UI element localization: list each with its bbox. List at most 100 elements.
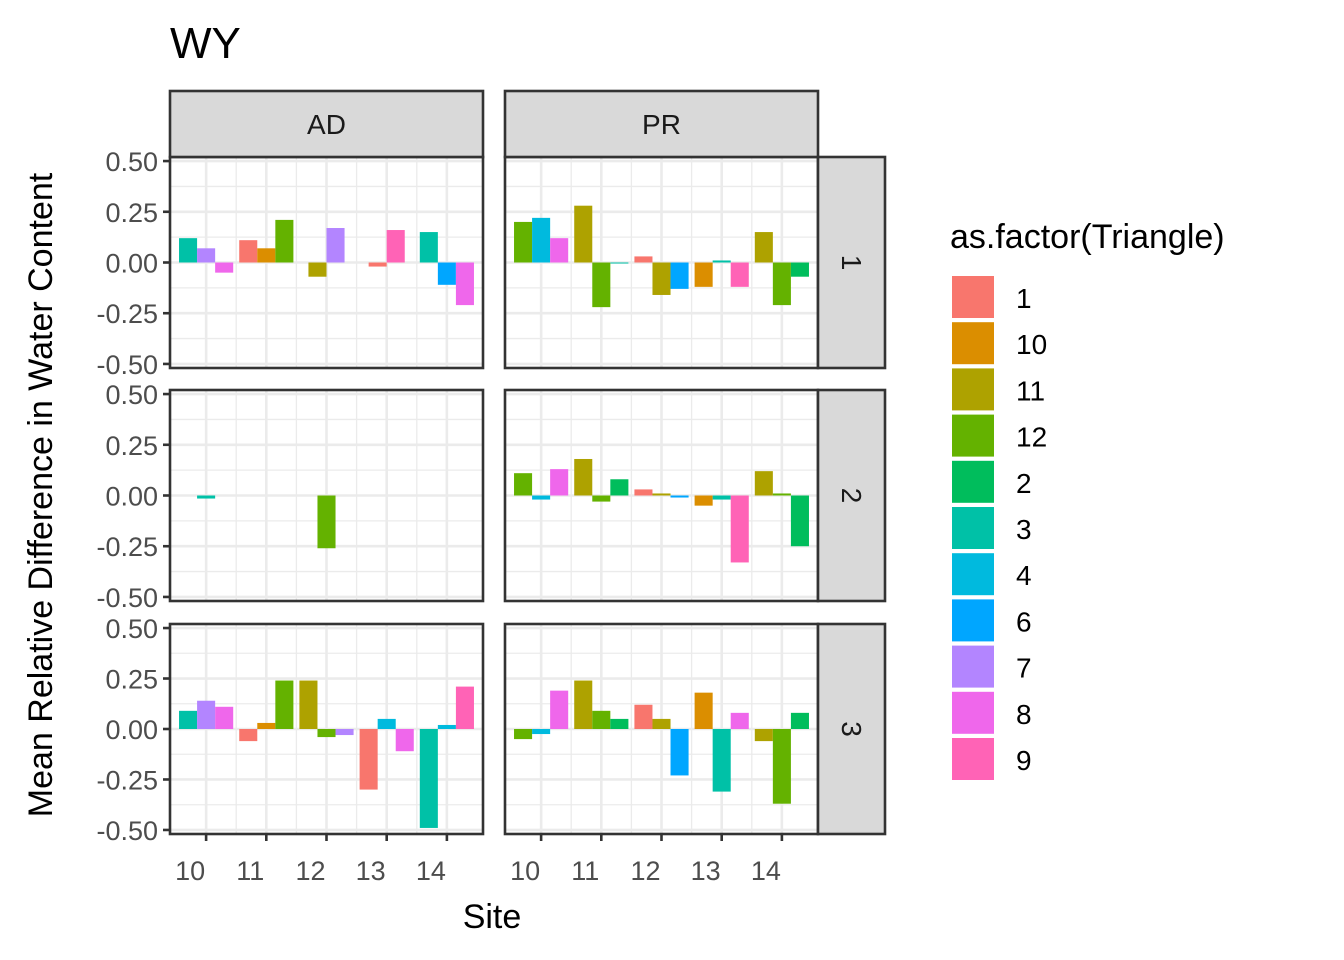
bar-site-10-triangle-12 xyxy=(514,221,533,263)
bar-site-12-triangle-11 xyxy=(299,680,318,729)
bar-site-14-triangle-9 xyxy=(455,686,474,729)
bar-site-14-triangle-11 xyxy=(754,232,773,263)
bar-site-11-triangle-12 xyxy=(592,495,611,502)
x-tick-label: 12 xyxy=(630,856,660,886)
bar-site-13-triangle-3 xyxy=(712,729,731,792)
x-tick-label: 13 xyxy=(356,856,386,886)
bar-site-11-triangle-10 xyxy=(257,248,276,263)
y-tick-label: -0.25 xyxy=(96,532,158,562)
legend-title: as.factor(Triangle) xyxy=(950,218,1225,256)
bar-site-13-triangle-8 xyxy=(395,729,414,752)
bar-site-13-triangle-8 xyxy=(730,712,749,729)
bar-site-12-triangle-12 xyxy=(317,729,336,738)
legend-label: 8 xyxy=(1016,699,1032,730)
x-tick-label: 11 xyxy=(236,856,264,886)
facet-strip-AD xyxy=(168,89,485,159)
bar-site-12-triangle-6 xyxy=(670,495,689,498)
bar-site-10-triangle-3 xyxy=(197,495,216,499)
bar-site-14-triangle-12 xyxy=(772,729,791,804)
facet-strip-label: 2 xyxy=(836,488,867,504)
chart-title: WY xyxy=(170,19,241,68)
legend-label: 1 xyxy=(1016,283,1032,314)
y-tick-label: 0.00 xyxy=(105,249,158,279)
x-tick-label: 14 xyxy=(416,856,446,886)
legend-key-1 xyxy=(952,276,994,318)
facet-strip-label: 1 xyxy=(836,255,867,271)
bar-site-10-triangle-3 xyxy=(179,238,198,263)
bar-site-12-triangle-6 xyxy=(670,729,689,776)
y-tick-label: 0.50 xyxy=(105,380,158,410)
facet-strip-row-3 xyxy=(816,622,887,836)
bar-site-10-triangle-8 xyxy=(550,469,569,496)
legend-label: 4 xyxy=(1016,560,1032,591)
bar-site-11-triangle-12 xyxy=(275,219,294,263)
bar-site-14-triangle-3 xyxy=(419,729,438,828)
bar-site-13-triangle-1 xyxy=(359,729,378,790)
legend-label: 12 xyxy=(1016,422,1047,453)
y-tick-label: 0.25 xyxy=(105,431,158,461)
bar-site-10-triangle-4 xyxy=(532,217,551,263)
bar-site-11-triangle-3 xyxy=(610,262,629,264)
bar-site-14-triangle-12 xyxy=(772,493,791,496)
y-tick-label: 0.25 xyxy=(105,665,158,695)
bar-site-14-triangle-2 xyxy=(790,712,809,729)
x-tick-label: 13 xyxy=(691,856,721,886)
bar-site-13-triangle-10 xyxy=(694,692,713,729)
legend-key-3 xyxy=(952,507,994,549)
legend-key-11 xyxy=(952,368,994,411)
legend-key-4 xyxy=(952,553,994,596)
bar-site-14-triangle-2 xyxy=(790,262,809,277)
bar-site-13-triangle-9 xyxy=(386,230,405,263)
bar-site-11-triangle-2 xyxy=(610,479,629,496)
bar-site-12-triangle-7 xyxy=(326,228,345,263)
bar-site-14-triangle-4 xyxy=(437,724,456,729)
bar-site-14-triangle-11 xyxy=(754,471,773,496)
bar-site-13-triangle-10 xyxy=(694,262,713,287)
bar-site-13-triangle-9 xyxy=(730,495,749,563)
legend-label: 11 xyxy=(1016,375,1045,406)
bar-site-12-triangle-11 xyxy=(652,493,671,496)
legend-key-2 xyxy=(952,460,994,503)
bar-site-12-triangle-11 xyxy=(308,262,327,277)
bar-site-10-triangle-8 xyxy=(215,262,234,273)
bar-site-11-triangle-2 xyxy=(610,718,629,729)
bar-site-14-triangle-8 xyxy=(455,262,474,306)
y-tick-label: 0.00 xyxy=(105,482,158,512)
x-tick-label: 11 xyxy=(571,856,599,886)
legend-label: 7 xyxy=(1016,653,1032,684)
x-tick-label: 10 xyxy=(510,856,540,886)
facet-strip-PR xyxy=(503,89,820,159)
bar-site-11-triangle-1 xyxy=(239,729,258,742)
bar-site-11-triangle-11 xyxy=(574,205,593,263)
facet-strip-label: AD xyxy=(307,109,346,140)
legend-label: 10 xyxy=(1016,329,1047,360)
bar-site-11-triangle-10 xyxy=(257,722,276,729)
legend-label: 9 xyxy=(1016,745,1032,776)
y-tick-label: -0.50 xyxy=(96,816,158,846)
legend-key-9 xyxy=(952,738,994,780)
y-tick-label: -0.50 xyxy=(96,583,158,613)
x-axis-title: Site xyxy=(463,898,522,936)
bar-site-12-triangle-6 xyxy=(670,262,689,289)
bar-site-13-triangle-10 xyxy=(694,495,713,506)
x-tick-label: 14 xyxy=(751,856,781,886)
bar-site-14-triangle-12 xyxy=(772,262,791,306)
bar-site-11-triangle-12 xyxy=(592,262,611,308)
legend-key-10 xyxy=(952,322,994,365)
bar-site-12-triangle-1 xyxy=(634,256,653,263)
legend-key-12 xyxy=(952,414,994,457)
legend-key-8 xyxy=(952,691,994,734)
x-tick-label: 12 xyxy=(295,856,325,886)
y-tick-label: -0.25 xyxy=(96,765,158,795)
x-tick-label: 10 xyxy=(175,856,205,886)
bar-site-14-triangle-6 xyxy=(437,262,456,285)
bar-site-11-triangle-12 xyxy=(275,680,294,729)
bar-site-10-triangle-8 xyxy=(550,690,569,729)
bar-site-11-triangle-11 xyxy=(574,458,593,496)
facet-strip-label: PR xyxy=(642,109,681,140)
bar-site-12-triangle-12 xyxy=(317,495,336,549)
bar-site-11-triangle-11 xyxy=(574,680,593,729)
bar-site-13-triangle-3 xyxy=(712,260,731,263)
y-tick-label: 0.50 xyxy=(105,147,158,177)
